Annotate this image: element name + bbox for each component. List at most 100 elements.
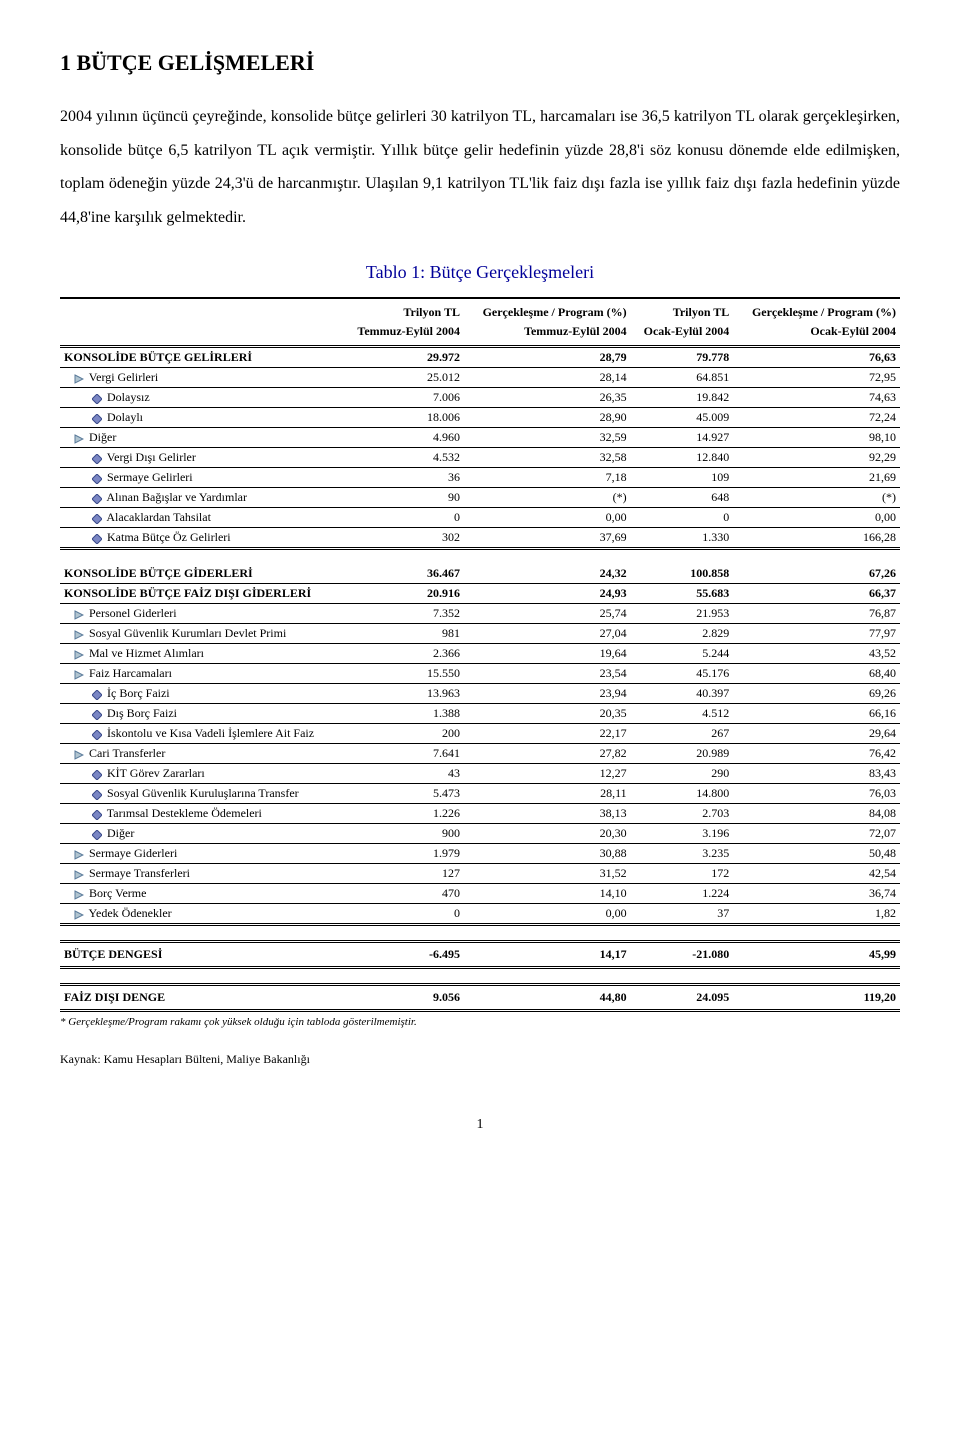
cell: 25,74 (464, 604, 631, 624)
row-label: Diğer (60, 428, 343, 448)
col-header: Gerçekleşme / Program (%) (464, 298, 631, 322)
cell: 74,63 (733, 388, 900, 408)
table-row: Mal ve Hizmet Alımları2.36619,645.24443,… (60, 644, 900, 664)
cell: 14.927 (631, 428, 734, 448)
diamond-icon (92, 534, 102, 544)
cell: 55.683 (631, 584, 734, 604)
cell: 1.388 (343, 704, 464, 724)
triangle-icon (74, 434, 84, 444)
cell: 7.352 (343, 604, 464, 624)
cell: 0,00 (464, 904, 631, 925)
cell: 27,82 (464, 744, 631, 764)
cell: 28,90 (464, 408, 631, 428)
diamond-icon (92, 394, 102, 404)
table-body: KONSOLİDE BÜTÇE GELİRLERİ29.97228,7979.7… (60, 347, 900, 1011)
table-row: Sosyal Güvenlik Kuruluşlarına Transfer5.… (60, 784, 900, 804)
table-row: BÜTÇE DENGESİ-6.49514,17-21.08045,99 (60, 942, 900, 968)
cell: 90 (343, 488, 464, 508)
row-label: Vergi Dışı Gelirler (60, 448, 343, 468)
source-line: Kaynak: Kamu Hesapları Bülteni, Maliye B… (60, 1052, 900, 1067)
row-label: Sosyal Güvenlik Kurumları Devlet Primi (60, 624, 343, 644)
row-label: Katma Bütçe Öz Gelirleri (60, 528, 343, 549)
table-row: Yedek Ödenekler00,00371,82 (60, 904, 900, 925)
cell: 37 (631, 904, 734, 925)
cell: 20.916 (343, 584, 464, 604)
diamond-icon (92, 810, 102, 820)
cell: 27,04 (464, 624, 631, 644)
cell: 14.800 (631, 784, 734, 804)
diamond-icon (92, 414, 102, 424)
diamond-icon (92, 730, 102, 740)
table-row: Sermaye Giderleri1.97930,883.23550,48 (60, 844, 900, 864)
cell: 76,87 (733, 604, 900, 624)
cell: 127 (343, 864, 464, 884)
cell: 2.703 (631, 804, 734, 824)
table-row (60, 549, 900, 565)
triangle-icon (74, 670, 84, 680)
table-row: Katma Bütçe Öz Gelirleri30237,691.330166… (60, 528, 900, 549)
cell: 21,69 (733, 468, 900, 488)
cell: 38,13 (464, 804, 631, 824)
cell: 7.641 (343, 744, 464, 764)
cell: 12,27 (464, 764, 631, 784)
cell: 20,35 (464, 704, 631, 724)
table-row: Sermaye Transferleri12731,5217242,54 (60, 864, 900, 884)
cell: 29.972 (343, 347, 464, 368)
cell: 23,94 (464, 684, 631, 704)
cell: 25.012 (343, 368, 464, 388)
table-row: KONSOLİDE BÜTÇE FAİZ DIŞI GİDERLERİ20.91… (60, 584, 900, 604)
cell: 5.473 (343, 784, 464, 804)
cell: 36.467 (343, 564, 464, 584)
cell: 44,80 (464, 985, 631, 1011)
cell: 98,10 (733, 428, 900, 448)
cell: 23,54 (464, 664, 631, 684)
col-subheader: Ocak-Eylül 2004 (733, 322, 900, 347)
row-label: Sermaye Giderleri (60, 844, 343, 864)
cell: 50,48 (733, 844, 900, 864)
cell: 72,95 (733, 368, 900, 388)
diamond-icon (92, 454, 102, 464)
cell: 0,00 (733, 508, 900, 528)
col-subheader: Temmuz-Eylül 2004 (343, 322, 464, 347)
cell: 14,17 (464, 942, 631, 968)
row-label: Faiz Harcamaları (60, 664, 343, 684)
triangle-icon (74, 750, 84, 760)
cell: 45.009 (631, 408, 734, 428)
cell: 22,17 (464, 724, 631, 744)
cell: 1.979 (343, 844, 464, 864)
col-subheader: Ocak-Eylül 2004 (631, 322, 734, 347)
cell: 172 (631, 864, 734, 884)
cell: 24,93 (464, 584, 631, 604)
table-header-row-2: Temmuz-Eylül 2004 Temmuz-Eylül 2004 Ocak… (60, 322, 900, 347)
cell: 19.842 (631, 388, 734, 408)
cell: 302 (343, 528, 464, 549)
cell: 0 (343, 508, 464, 528)
row-label: Mal ve Hizmet Alımları (60, 644, 343, 664)
cell: 28,14 (464, 368, 631, 388)
cell: 72,07 (733, 824, 900, 844)
col-header: Gerçekleşme / Program (%) (733, 298, 900, 322)
cell: 24,32 (464, 564, 631, 584)
cell: 32,59 (464, 428, 631, 448)
cell: 66,37 (733, 584, 900, 604)
cell: 76,63 (733, 347, 900, 368)
row-label: KİT Görev Zararları (60, 764, 343, 784)
col-subheader: Temmuz-Eylül 2004 (464, 322, 631, 347)
row-label: KONSOLİDE BÜTÇE FAİZ DIŞI GİDERLERİ (60, 584, 343, 604)
cell: 21.953 (631, 604, 734, 624)
cell: 77,97 (733, 624, 900, 644)
table-row: Dolaylı18.00628,9045.00972,24 (60, 408, 900, 428)
table-row: KİT Görev Zararları4312,2729083,43 (60, 764, 900, 784)
cell: 109 (631, 468, 734, 488)
cell: 0 (631, 508, 734, 528)
cell: 20,30 (464, 824, 631, 844)
row-label: Dolaylı (60, 408, 343, 428)
cell: 45.176 (631, 664, 734, 684)
cell: 76,42 (733, 744, 900, 764)
table-row: Sermaye Gelirleri367,1810921,69 (60, 468, 900, 488)
cell: 7,18 (464, 468, 631, 488)
row-label: İskontolu ve Kısa Vadeli İşlemlere Ait F… (60, 724, 343, 744)
table-title: Tablo 1: Bütçe Gerçekleşmeleri (60, 262, 900, 283)
cell: 18.006 (343, 408, 464, 428)
cell: 28,11 (464, 784, 631, 804)
